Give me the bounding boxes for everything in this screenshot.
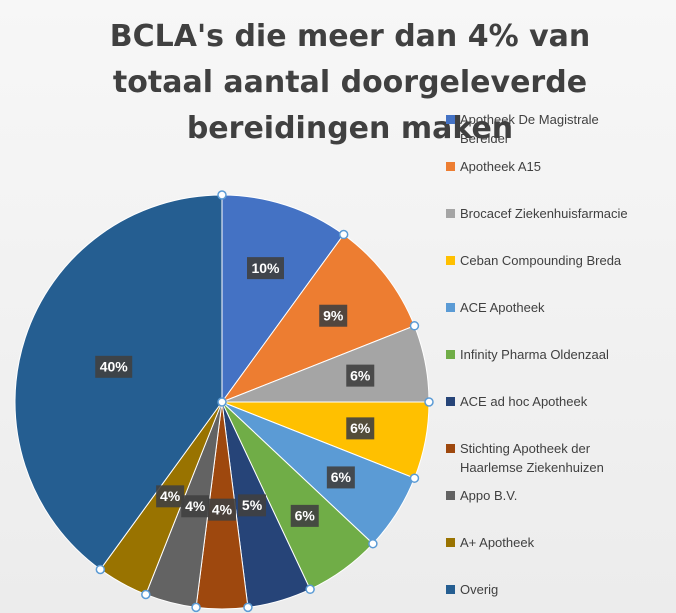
chart-title: BCLA's die meer dan 4% van totaal aantal… [109,19,591,146]
legend-swatch [446,397,455,406]
data-label: 6% [350,420,371,436]
label-box [181,495,210,518]
selection-handle [338,229,349,240]
legend-item: ACE ad hoc Apotheek [446,392,676,411]
label-box [326,466,355,489]
legend-swatch [446,115,455,124]
label-box [156,485,185,508]
legend-item: Stichting Apotheek der Haarlemse Ziekenh… [446,439,651,477]
selection-handle [95,564,106,575]
legend-label: Infinity Pharma Oldenzaal [460,347,609,362]
legend-item: Apotheek A15 [446,157,676,176]
legend-label: ACE Apotheek [460,300,545,315]
data-label: 4% [212,501,233,517]
legend-swatch [446,585,455,594]
data-label: 40% [100,359,129,375]
legend-label: Stichting Apotheek der Haarlemse Ziekenh… [460,441,604,475]
legend-swatch [446,303,455,312]
label-box [346,417,375,440]
selection-handle [243,602,253,613]
selection-handle [409,473,420,483]
selection-handle [217,190,227,200]
data-label: 6% [295,508,316,524]
data-label: 4% [185,498,206,514]
label-box [319,304,348,327]
pie-slice [221,194,345,404]
legend-item: Brocacef Ziekenhuisfarmacie [446,204,676,223]
legend-item: A+ Apotheek [446,533,676,552]
label-box [290,504,319,527]
data-label: 10% [251,260,280,276]
legend-label: A+ Apotheek [460,535,535,550]
selection-handle [409,321,420,331]
legend-item: Infinity Pharma Oldenzaal [446,345,676,364]
legend-label: Apotheek A15 [460,159,541,174]
legend-swatch [446,350,455,359]
data-label: 4% [160,488,181,504]
legend-swatch [446,491,455,500]
legend-item: ACE Apotheek [446,298,676,317]
label-box [346,364,375,387]
data-label: 6% [350,367,371,383]
pie-slice [14,194,223,571]
label-box [238,494,267,517]
legend-label: ACE ad hoc Apotheek [460,394,588,409]
legend-label: Apotheek De Magistrale Bereider [460,112,599,146]
legend-item: Appo B.V. [446,486,676,505]
selection-handle [424,397,434,407]
selection-handle [217,397,227,407]
legend-swatch [446,209,455,218]
legend-label: Appo B.V. [460,488,518,503]
data-label: 6% [331,469,352,485]
label-box [208,498,236,521]
legend-label: Brocacef Ziekenhuisfarmacie [460,206,628,221]
selection-handle [141,589,151,600]
legend-swatch [446,256,455,265]
data-label: 5% [242,497,263,513]
data-label: 9% [323,307,344,323]
legend-swatch [446,162,455,171]
legend-item: Ceban Compounding Breda [446,251,676,270]
selection-handle [191,602,201,613]
selection-handle [368,538,378,549]
label-box [95,355,133,378]
legend-item: Overig [446,580,676,599]
legend-swatch [446,444,455,453]
legend-swatch [446,538,455,547]
label-box [246,257,284,280]
legend-item: Apotheek De Magistrale Bereider [446,110,651,148]
legend-label: Overig [460,582,499,597]
legend-label: Ceban Compounding Breda [460,253,622,268]
selection-handle [305,584,315,595]
